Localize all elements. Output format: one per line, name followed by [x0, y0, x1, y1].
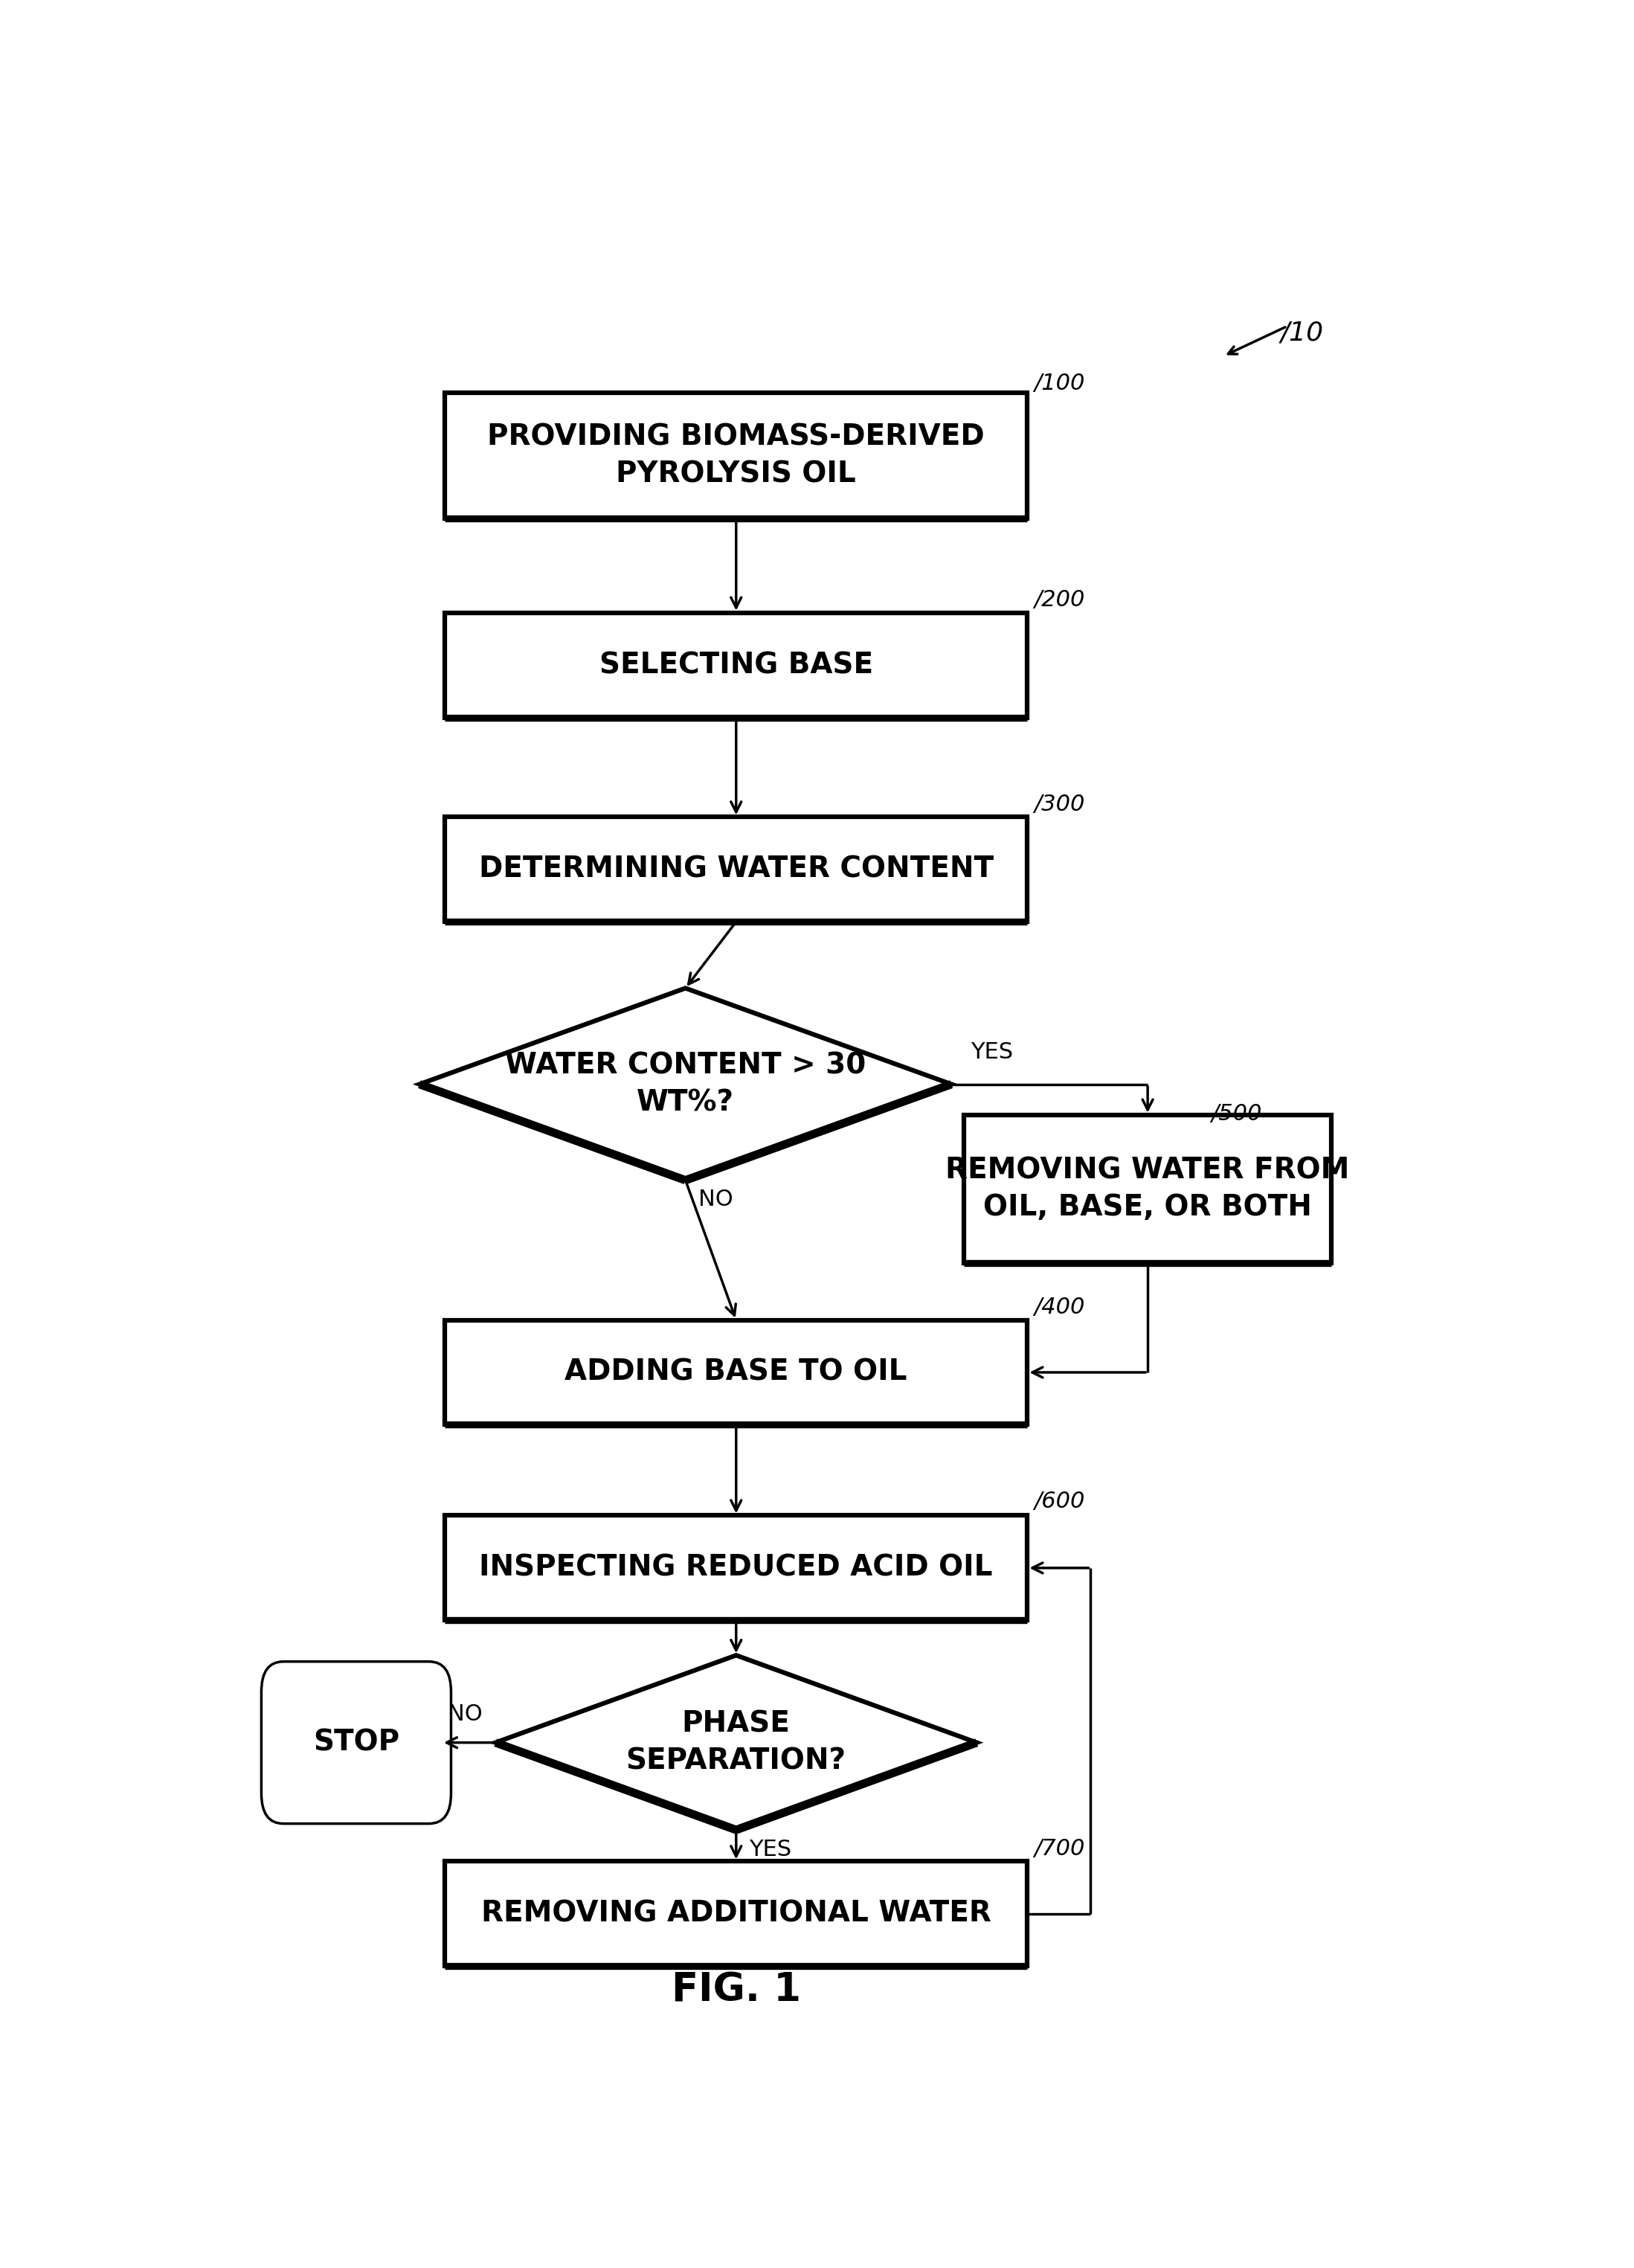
Bar — [444, 1862, 1028, 1966]
Text: PROVIDING BIOMASS-DERIVED
PYROLYSIS OIL: PROVIDING BIOMASS-DERIVED PYROLYSIS OIL — [487, 422, 985, 488]
Text: /600: /600 — [1034, 1490, 1085, 1513]
Text: /400: /400 — [1034, 1297, 1085, 1318]
Text: REMOVING WATER FROM
OIL, BASE, OR BOTH: REMOVING WATER FROM OIL, BASE, OR BOTH — [946, 1157, 1350, 1222]
Text: SELECTING BASE: SELECTING BASE — [600, 651, 873, 678]
Text: FIG. 1: FIG. 1 — [672, 1971, 801, 2009]
FancyBboxPatch shape — [261, 1662, 451, 1823]
Polygon shape — [495, 1656, 977, 1830]
Text: REMOVING ADDITIONAL WATER: REMOVING ADDITIONAL WATER — [480, 1901, 992, 1928]
Text: YES: YES — [971, 1041, 1013, 1064]
Bar — [444, 1320, 1028, 1424]
Bar — [444, 816, 1028, 921]
Polygon shape — [420, 989, 951, 1179]
Text: /200: /200 — [1034, 590, 1085, 610]
Text: NO: NO — [448, 1703, 484, 1726]
Text: /700: /700 — [1034, 1837, 1085, 1860]
Text: /500: /500 — [1211, 1102, 1261, 1125]
Bar — [964, 1116, 1332, 1263]
Text: WATER CONTENT > 30
WT%?: WATER CONTENT > 30 WT%? — [505, 1052, 866, 1116]
Text: PHASE
SEPARATION?: PHASE SEPARATION? — [626, 1710, 846, 1776]
Text: NO: NO — [698, 1188, 734, 1211]
Text: /100: /100 — [1034, 372, 1085, 395]
Text: YES: YES — [748, 1839, 791, 1860]
Text: ADDING BASE TO OIL: ADDING BASE TO OIL — [565, 1359, 907, 1386]
Bar — [444, 1515, 1028, 1619]
Text: /300: /300 — [1034, 794, 1085, 814]
Text: INSPECTING REDUCED ACID OIL: INSPECTING REDUCED ACID OIL — [479, 1554, 993, 1583]
Bar — [444, 392, 1028, 519]
Bar — [444, 612, 1028, 717]
Text: /10: /10 — [1281, 320, 1324, 345]
Text: DETERMINING WATER CONTENT: DETERMINING WATER CONTENT — [479, 855, 993, 885]
Text: STOP: STOP — [314, 1728, 399, 1758]
